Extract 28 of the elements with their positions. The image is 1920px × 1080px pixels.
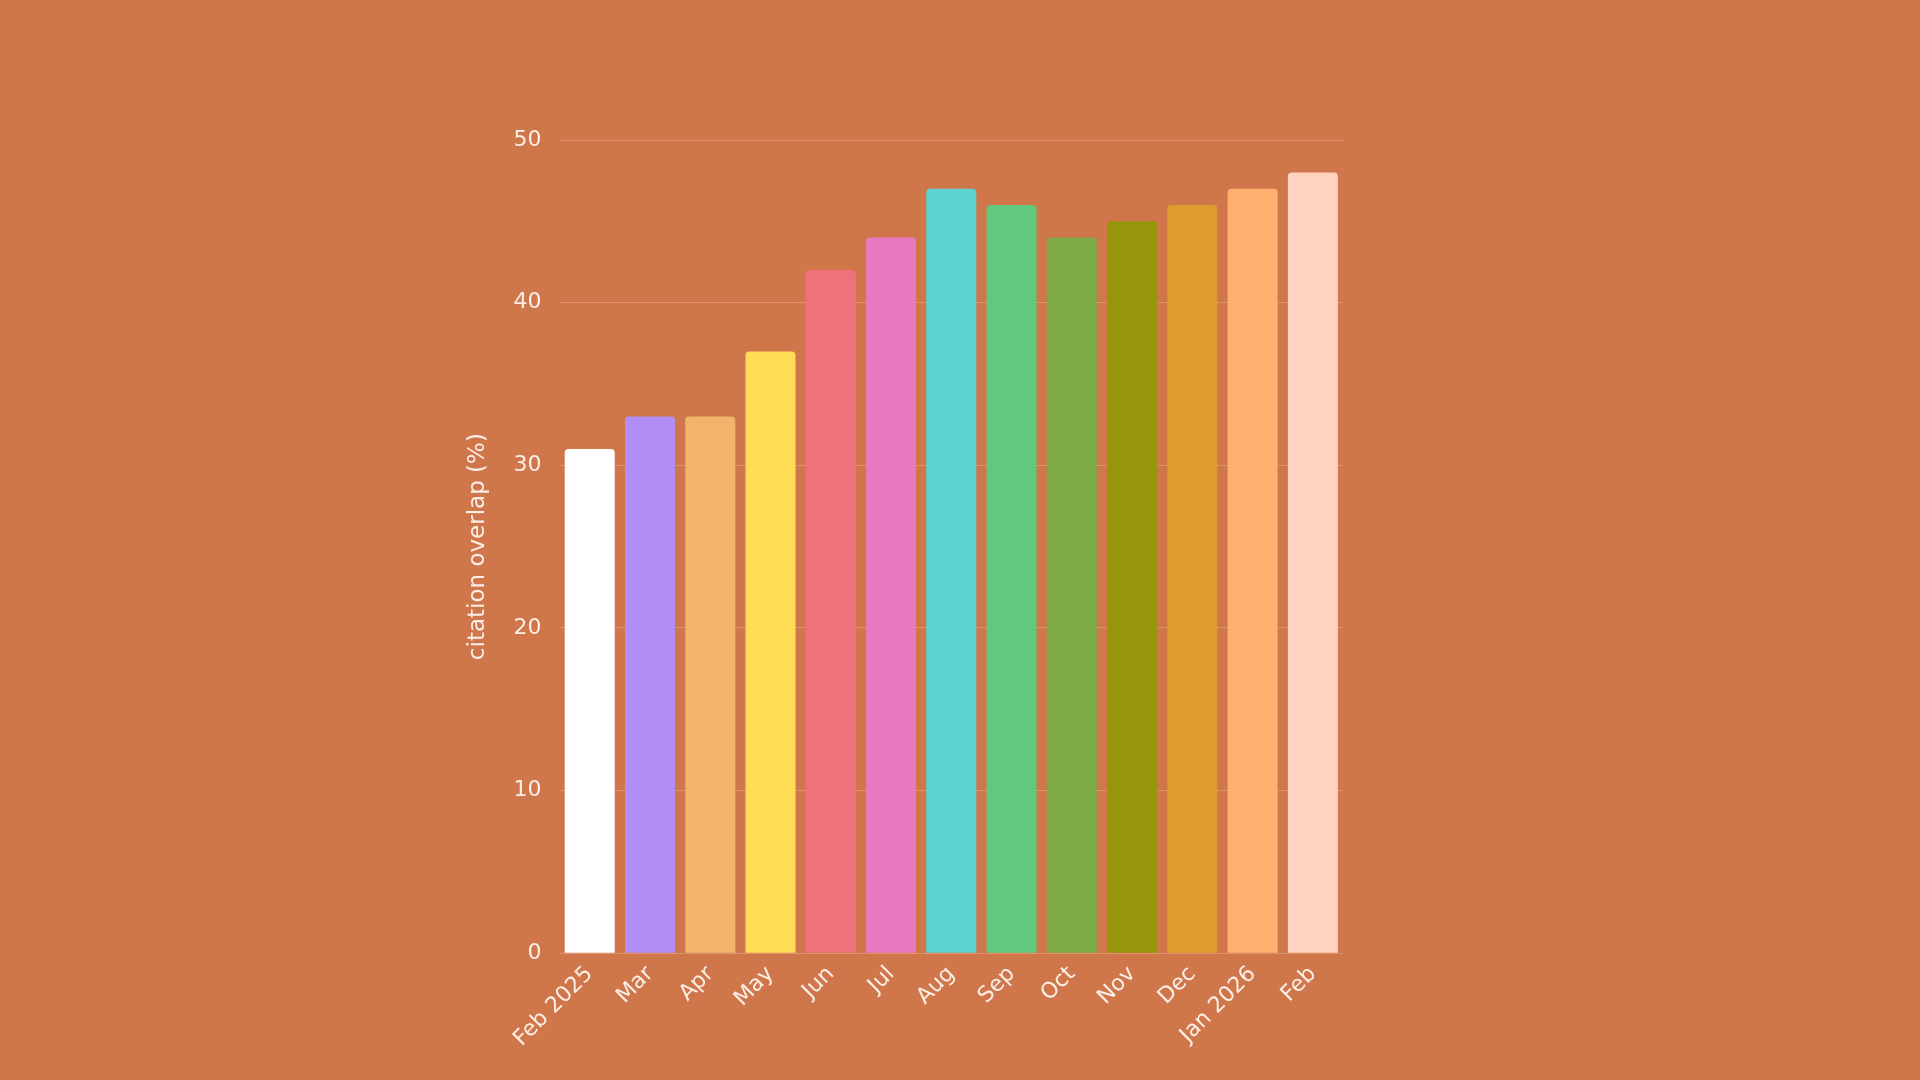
x-tick-label: Mar (610, 959, 659, 1008)
y-tick-label: 40 (513, 288, 542, 314)
y-tick-label: 30 (513, 451, 542, 477)
y-tick-label: 10 (513, 776, 542, 802)
bar (1227, 188, 1278, 953)
bar (866, 237, 917, 953)
bar (805, 270, 856, 953)
x-tick-label: Apr (673, 959, 719, 1006)
x-tick-label: Jun (794, 960, 839, 1004)
bar (624, 416, 675, 953)
bar (564, 449, 615, 953)
x-tick-label: Feb (1275, 960, 1321, 1006)
x-tick-label: Jul (860, 960, 899, 999)
y-tick-label: 50 (513, 125, 542, 151)
bar (685, 416, 736, 953)
bar (745, 351, 796, 953)
bar (1046, 237, 1097, 953)
y-tick-label: 20 (513, 613, 542, 639)
x-tick-label: Oct (1034, 960, 1080, 1006)
bar (986, 205, 1037, 953)
x-tick-label: Sep (972, 960, 1020, 1008)
bar (1107, 221, 1158, 953)
x-tick-label: Dec (1152, 960, 1200, 1009)
y-tick-label: 0 (527, 938, 542, 964)
bar (926, 188, 977, 953)
bar (1287, 172, 1338, 953)
bar (1167, 205, 1218, 953)
y-axis-title: citation overlap (%) (462, 433, 489, 661)
